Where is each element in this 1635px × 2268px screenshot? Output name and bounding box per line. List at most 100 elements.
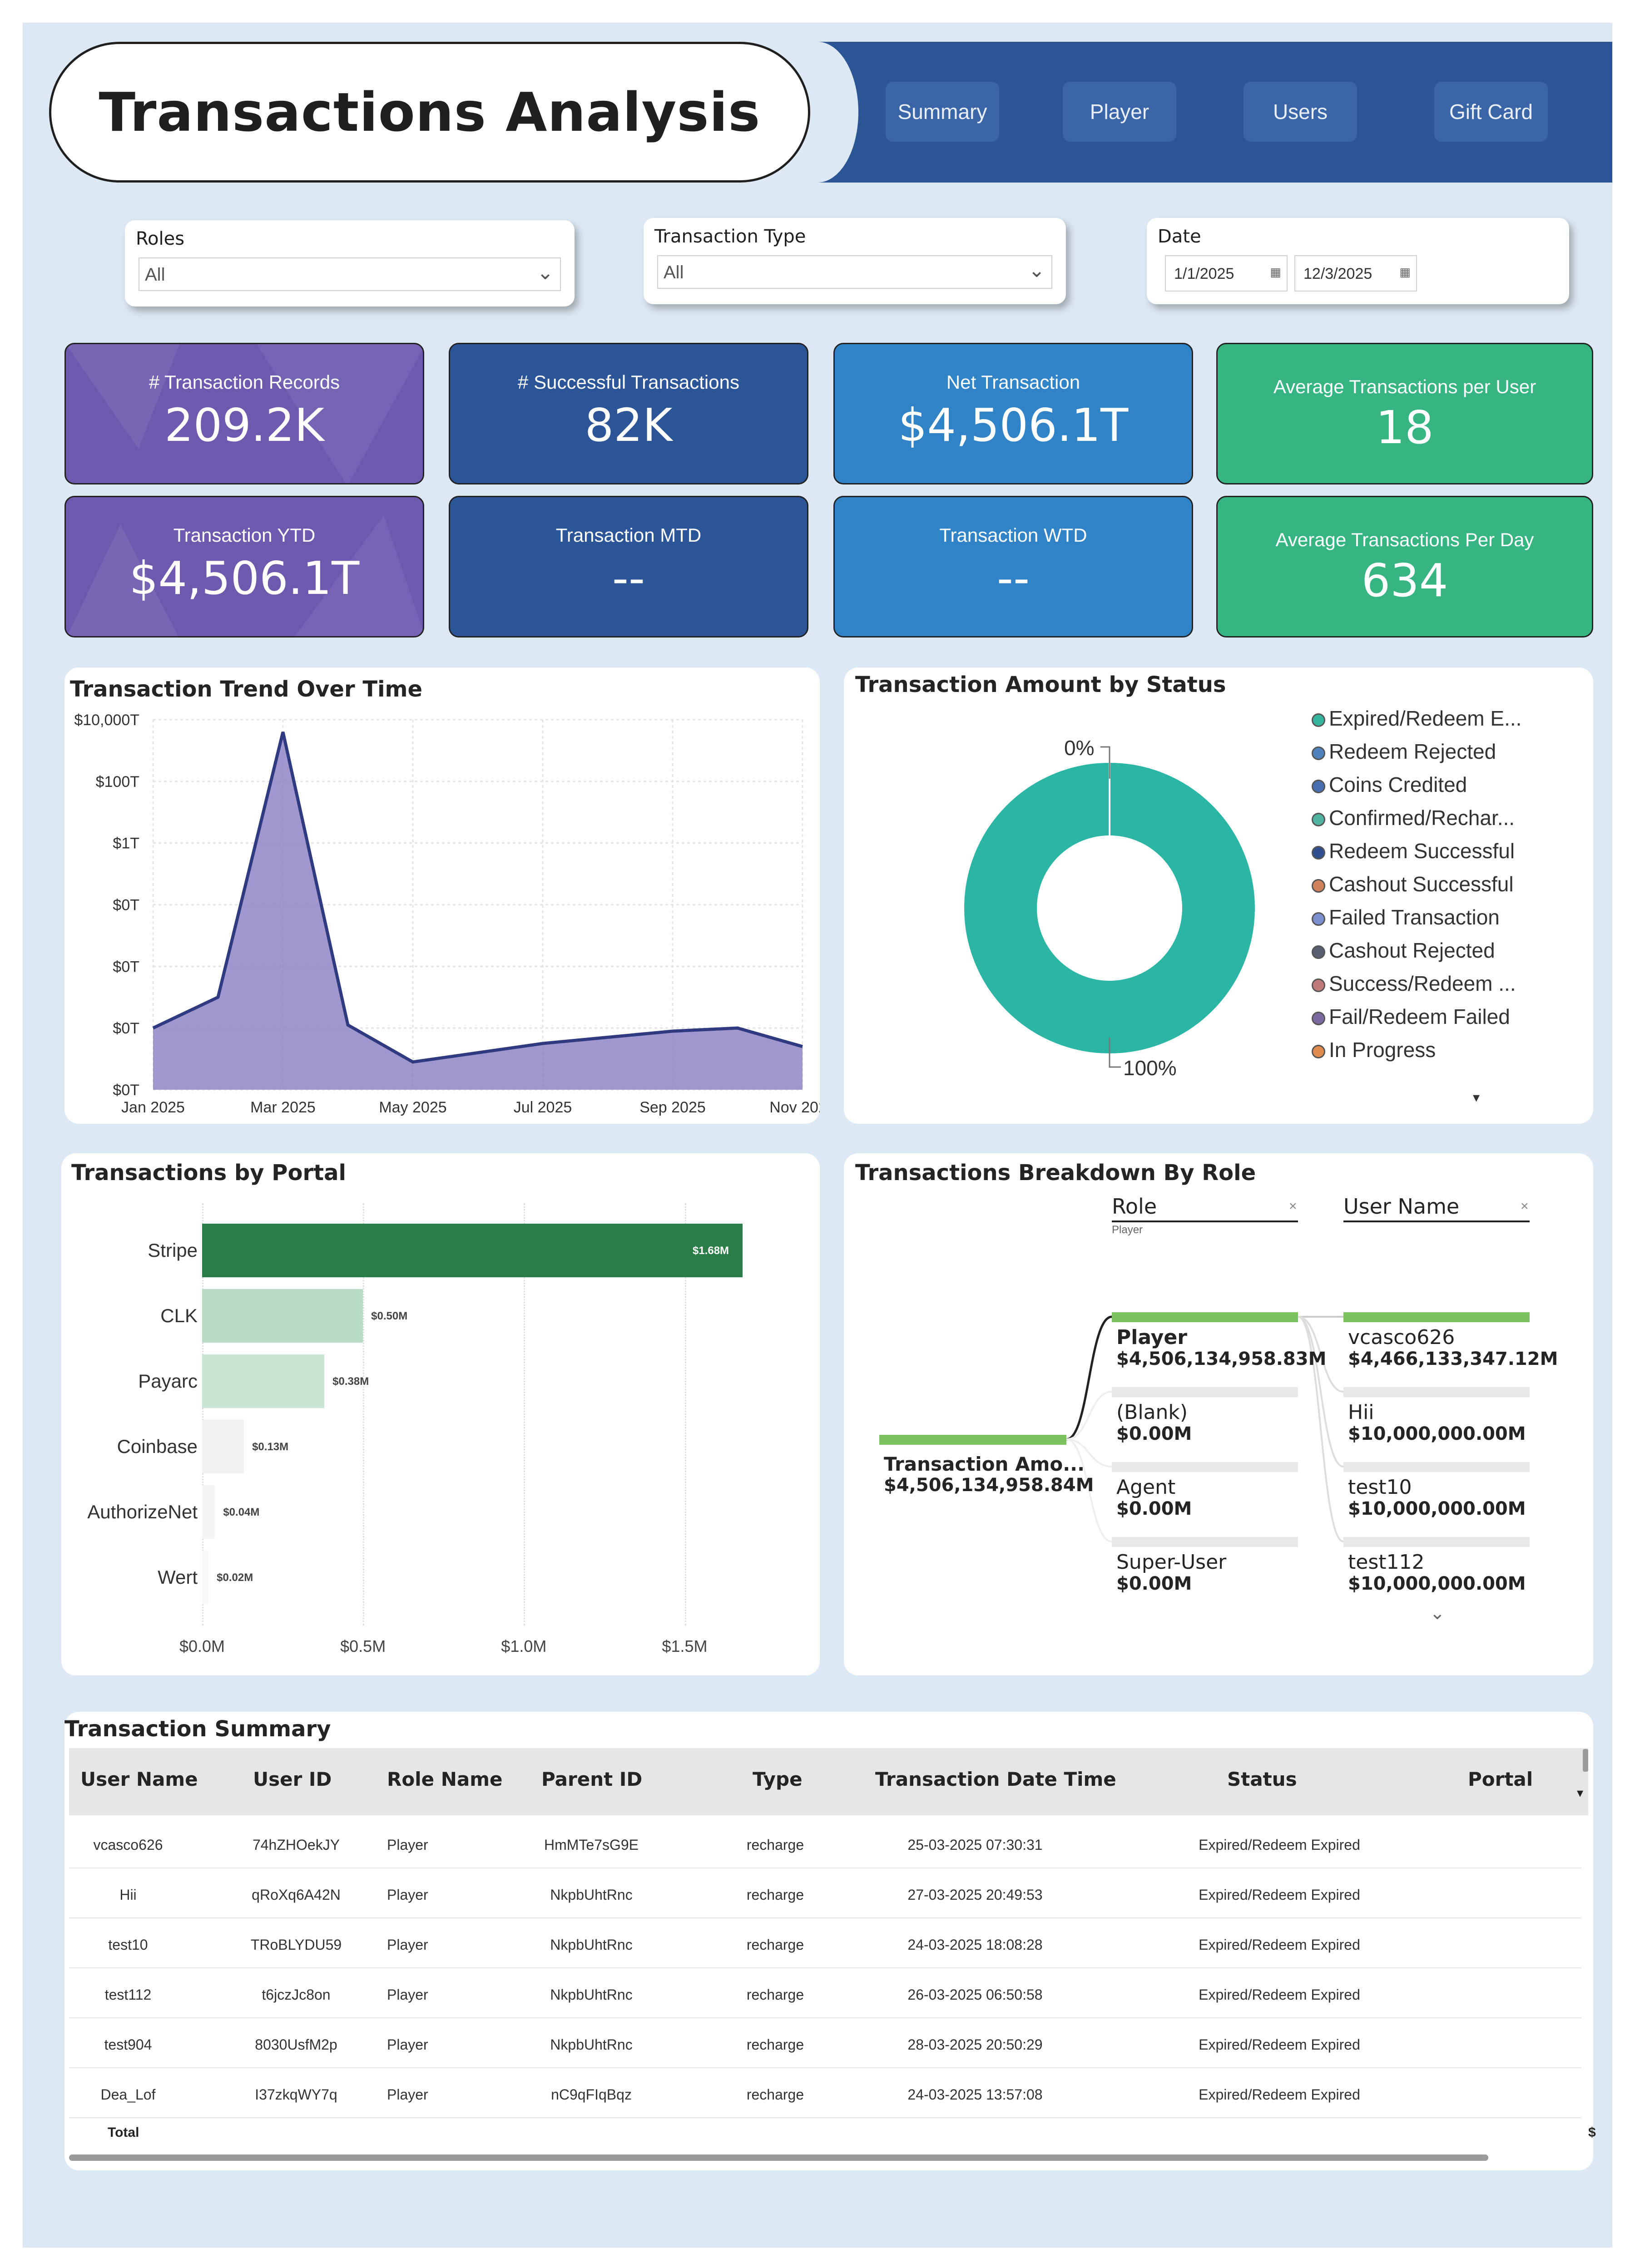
transaction-type-dropdown-value: All: [664, 262, 684, 282]
table-row[interactable]: vcasco626 74hZHOekJY Player HmMTe7sG9E recha…: [69, 1818, 1581, 1868]
portal-bar[interactable]: [202, 1420, 244, 1473]
legend-item[interactable]: Success/Redeem ...: [1312, 971, 1516, 996]
col-header-parent-id[interactable]: Parent ID: [541, 1768, 643, 1790]
legend-label: Cashout Rejected: [1329, 939, 1495, 962]
close-icon[interactable]: ×: [1521, 1199, 1529, 1214]
nav-gift-card-button[interactable]: Gift Card: [1434, 82, 1548, 142]
trend-line[interactable]: [152, 731, 803, 1064]
legend-item[interactable]: Confirmed/Rechar...: [1312, 805, 1515, 830]
col-header-type[interactable]: Type: [753, 1768, 803, 1790]
tree-user-bar[interactable]: [1343, 1312, 1530, 1322]
legend-label: Fail/Redeem Failed: [1329, 1005, 1510, 1028]
table-vertical-scrollbar[interactable]: [1583, 1749, 1588, 1772]
kpi-transaction-ytd: Transaction YTD $4,506.1T: [64, 496, 424, 637]
status-donut-chart[interactable]: [844, 667, 1298, 1124]
tree-role-name: Super-User: [1116, 1551, 1227, 1574]
date-start-input[interactable]: 1/1/2025 ▦: [1165, 255, 1288, 292]
x-tick-label: $1.5M: [662, 1637, 708, 1655]
portal-bar[interactable]: [202, 1354, 325, 1408]
calendar-icon[interactable]: ▦: [1399, 265, 1411, 279]
tree-role-bar[interactable]: [1112, 1537, 1298, 1547]
legend-item[interactable]: Cashout Rejected: [1312, 938, 1495, 963]
portal-bar-value: $0.02M: [217, 1571, 253, 1584]
tree-root-bar[interactable]: [879, 1435, 1066, 1445]
breakdown-panel: Transactions Breakdown By Role Role Play…: [844, 1153, 1593, 1675]
breakdown-title: Transactions Breakdown By Role: [855, 1160, 1256, 1186]
table-row[interactable]: test904 8030UsfM2p Player NkpbUhtRnc recharg…: [69, 2018, 1581, 2068]
date-filter-label: Date: [1158, 226, 1201, 247]
trend-chart-panel: Transaction Trend Over Time $10,000T $100…: [64, 667, 820, 1124]
portal-bar[interactable]: [202, 1551, 209, 1604]
transaction-type-dropdown[interactable]: All ⌄: [657, 255, 1052, 289]
tree-user-bar[interactable]: [1343, 1462, 1530, 1472]
x-tick-label: Mar 2025: [250, 1099, 316, 1116]
portal-bar[interactable]: [202, 1485, 215, 1539]
col-header-user-id[interactable]: User ID: [253, 1768, 332, 1790]
tree-col-user-header: User Name: [1343, 1194, 1460, 1219]
portal-bar[interactable]: [202, 1289, 363, 1343]
transaction-type-filter-label: Transaction Type: [654, 226, 806, 247]
tree-root-value: $4,506,134,958.84M: [884, 1475, 1094, 1496]
close-icon[interactable]: ×: [1289, 1199, 1297, 1214]
col-header-portal[interactable]: Portal: [1468, 1768, 1533, 1790]
table-row[interactable]: Dea_Lof I37zkqWY7q Player nC9qFIqBqz recharg…: [69, 2068, 1581, 2118]
roles-dropdown[interactable]: All ⌄: [139, 257, 561, 291]
legend-item[interactable]: Fail/Redeem Failed: [1312, 1004, 1510, 1029]
portal-bar-value: $0.13M: [252, 1441, 289, 1453]
cell-parent-id: nC9qFIqBqz: [551, 2086, 632, 2103]
portal-chart-panel: Transactions by Portal $0.0M $0.5M $1.0M $1…: [61, 1153, 820, 1675]
portal-category-label: Wert: [158, 1566, 198, 1588]
tree-user-value: $10,000,000.00M: [1348, 1573, 1526, 1594]
portal-bar[interactable]: [202, 1224, 743, 1277]
legend-item[interactable]: Expired/Redeem E...: [1312, 706, 1521, 731]
table-row[interactable]: test112 t6jczJc8on Player NkpbUhtRnc recharg…: [69, 1968, 1581, 2018]
legend-dot: [1312, 713, 1325, 727]
legend-scroll-down-icon[interactable]: ▾: [1473, 1090, 1480, 1105]
y-tick-label: $100T: [96, 773, 139, 791]
kpi-transaction-mtd: Transaction MTD --: [449, 496, 808, 637]
col-header-status[interactable]: Status: [1227, 1768, 1297, 1790]
roles-filter: Roles All ⌄: [125, 220, 575, 306]
legend-item[interactable]: Failed Transaction: [1312, 905, 1500, 929]
kpi-label: Transaction YTD: [173, 524, 316, 546]
chevron-down-icon[interactable]: ⌄: [1430, 1603, 1445, 1623]
x-tick-label: $0.0M: [179, 1637, 225, 1655]
x-tick-label: Jan 2025: [121, 1099, 185, 1116]
nav-users-button[interactable]: Users: [1244, 82, 1357, 142]
tree-user-bar[interactable]: [1343, 1537, 1530, 1547]
cell-role-name: Player: [387, 2036, 428, 2053]
kpi-avg-transactions-per-day: Average Transactions Per Day 634: [1216, 496, 1593, 637]
calendar-icon[interactable]: ▦: [1270, 265, 1281, 279]
col-header-role-name[interactable]: Role Name: [387, 1768, 503, 1790]
legend-item[interactable]: Coins Credited: [1312, 772, 1467, 797]
legend-item[interactable]: In Progress: [1312, 1038, 1436, 1062]
kpi-background-pattern: [67, 515, 423, 636]
table-row[interactable]: test10 TRoBLYDU59 Player NkpbUhtRnc recharge…: [69, 1918, 1581, 1968]
title-pill: Transactions Analysis: [49, 42, 810, 183]
tree-user-bar[interactable]: [1343, 1387, 1530, 1397]
tree-role-bar[interactable]: [1112, 1462, 1298, 1472]
date-end-input[interactable]: 12/3/2025 ▦: [1294, 255, 1417, 292]
nav-summary-button[interactable]: Summary: [886, 82, 999, 142]
table-horizontal-scrollbar[interactable]: [69, 2154, 1488, 2161]
legend-item[interactable]: Redeem Rejected: [1312, 739, 1496, 764]
tree-role-bar[interactable]: [1112, 1312, 1298, 1322]
col-header-user-name[interactable]: User Name: [80, 1768, 198, 1790]
tree-role-name: (Blank): [1116, 1401, 1188, 1424]
kpi-avg-transactions-per-user: Average Transactions per User 18: [1216, 343, 1593, 484]
donut-label-big: 100%: [1123, 1056, 1177, 1080]
cell-status: Expired/Redeem Expired: [1199, 1887, 1360, 1903]
legend-label: Confirmed/Rechar...: [1329, 806, 1515, 830]
tree-col-underline: [1112, 1220, 1298, 1222]
table-row[interactable]: Hii qRoXq6A42N Player NkpbUhtRnc recharge 27-…: [69, 1868, 1581, 1918]
tree-col-role-header: Role: [1112, 1194, 1157, 1219]
nav-player-button[interactable]: Player: [1063, 82, 1176, 142]
legend-item[interactable]: Redeem Successful: [1312, 839, 1515, 863]
legend-label: Failed Transaction: [1329, 905, 1500, 929]
col-header-date-time[interactable]: Transaction Date Time: [875, 1768, 1116, 1790]
legend-item[interactable]: Cashout Successful: [1312, 872, 1514, 896]
tree-user-value: $4,466,133,347.12M: [1348, 1349, 1558, 1369]
tree-role-bar[interactable]: [1112, 1387, 1298, 1397]
sort-down-icon[interactable]: ▾: [1577, 1786, 1584, 1800]
